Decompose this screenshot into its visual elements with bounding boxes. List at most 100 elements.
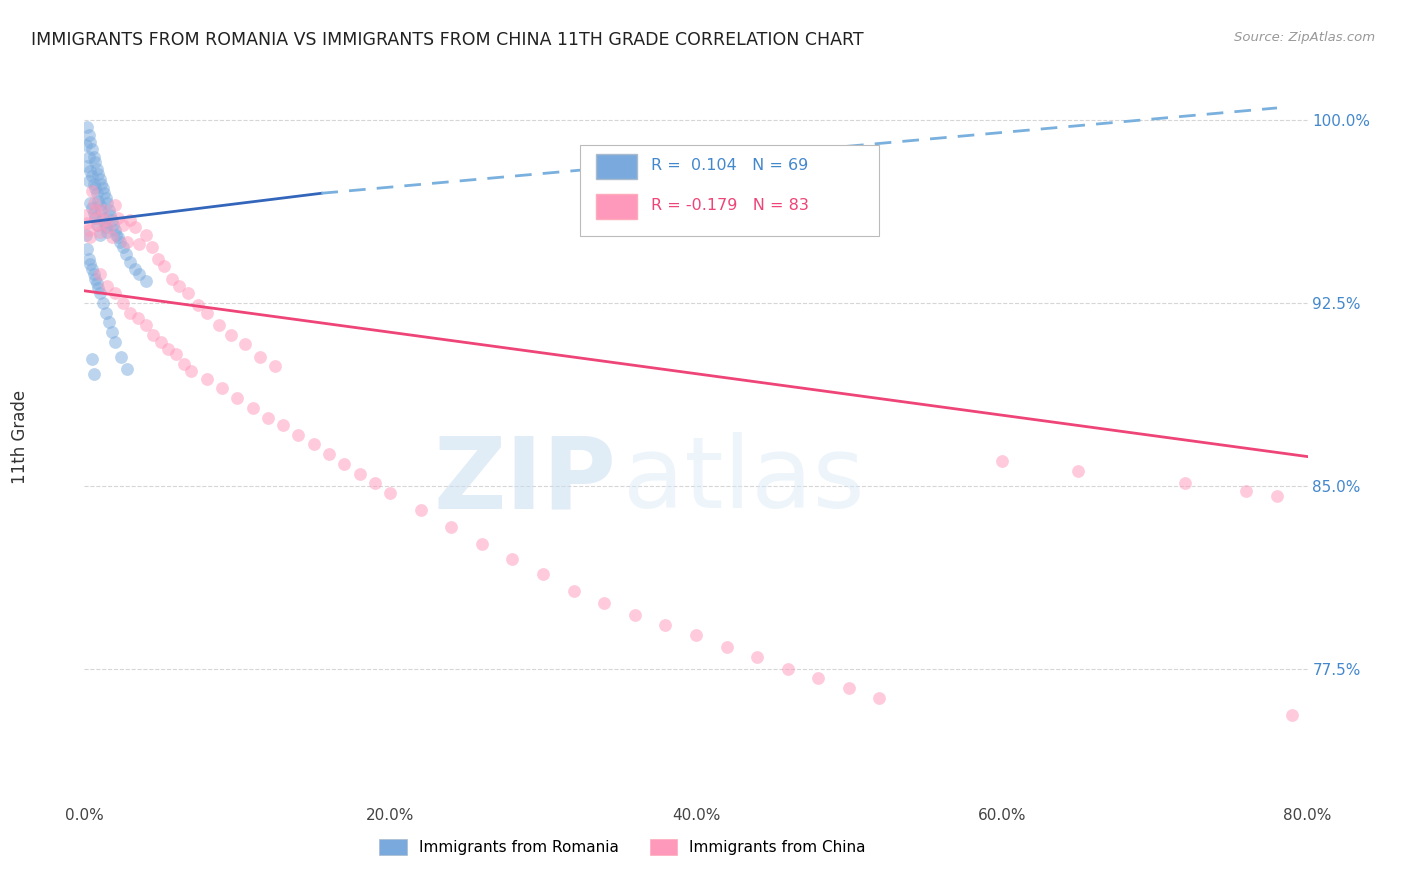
- Point: [94, 191, 117, 205]
- FancyBboxPatch shape: [596, 154, 637, 179]
- Point: [89, 286, 111, 301]
- Point: [104, 334, 127, 349]
- Point: [1067, 464, 1090, 478]
- Point: [76, 120, 98, 135]
- Point: [79, 135, 101, 149]
- Point: [94, 213, 117, 227]
- Legend: Immigrants from Romania, Immigrants from China: Immigrants from Romania, Immigrants from…: [373, 833, 872, 861]
- Point: [208, 318, 231, 332]
- Point: [86, 186, 108, 201]
- Point: [104, 198, 127, 212]
- Point: [80, 201, 103, 215]
- Point: [141, 240, 163, 254]
- Point: [79, 164, 101, 178]
- Point: [86, 211, 108, 225]
- Point: [502, 552, 524, 566]
- Point: [75, 227, 97, 242]
- Point: [124, 261, 146, 276]
- Y-axis label: 11th Grade: 11th Grade: [11, 390, 28, 484]
- Point: [127, 310, 149, 325]
- Point: [991, 454, 1014, 468]
- Point: [685, 627, 707, 641]
- Point: [89, 227, 111, 242]
- Point: [149, 334, 172, 349]
- Point: [160, 271, 183, 285]
- Point: [124, 220, 146, 235]
- Point: [128, 267, 150, 281]
- Point: [80, 184, 103, 198]
- Point: [103, 218, 125, 232]
- Point: [257, 410, 280, 425]
- Point: [195, 306, 218, 320]
- Point: [75, 208, 97, 222]
- Point: [90, 177, 112, 191]
- Point: [107, 211, 129, 225]
- Point: [91, 296, 114, 310]
- Point: [142, 327, 165, 342]
- Point: [76, 160, 98, 174]
- Point: [83, 196, 105, 211]
- Point: [94, 220, 117, 235]
- Point: [80, 352, 103, 367]
- Point: [89, 267, 111, 281]
- Point: [77, 128, 100, 142]
- Point: [226, 391, 249, 405]
- Point: [180, 364, 202, 378]
- Point: [249, 350, 271, 364]
- Point: [77, 150, 100, 164]
- Point: [80, 169, 103, 184]
- Point: [120, 254, 142, 268]
- Point: [79, 257, 101, 271]
- Point: [84, 181, 107, 195]
- Point: [1281, 708, 1303, 723]
- Point: [96, 225, 118, 239]
- Point: [1174, 476, 1197, 491]
- Point: [89, 225, 111, 239]
- Point: [97, 203, 120, 218]
- Point: [287, 427, 309, 442]
- Point: [120, 213, 142, 227]
- Point: [271, 417, 294, 432]
- Text: Source: ZipAtlas.com: Source: ZipAtlas.com: [1234, 31, 1375, 45]
- Point: [86, 218, 108, 232]
- Point: [97, 316, 120, 330]
- Point: [79, 230, 101, 244]
- Point: [624, 608, 647, 623]
- Point: [105, 227, 128, 242]
- Point: [76, 215, 98, 229]
- Point: [93, 186, 115, 201]
- Point: [716, 640, 738, 654]
- Point: [75, 137, 97, 152]
- Point: [89, 171, 111, 186]
- Point: [364, 476, 387, 491]
- Point: [440, 520, 463, 534]
- Point: [153, 260, 176, 274]
- Point: [101, 213, 124, 227]
- Point: [91, 181, 114, 195]
- Point: [87, 281, 110, 295]
- Point: [80, 261, 103, 276]
- Text: R =  0.104   N = 69: R = 0.104 N = 69: [651, 158, 808, 173]
- Point: [91, 203, 114, 218]
- Point: [97, 220, 120, 235]
- Point: [111, 218, 134, 232]
- Point: [86, 277, 108, 291]
- Point: [776, 662, 799, 676]
- Point: [87, 167, 110, 181]
- Point: [654, 617, 676, 632]
- Text: R = -0.179   N = 83: R = -0.179 N = 83: [651, 198, 808, 213]
- Point: [157, 343, 180, 357]
- Point: [93, 215, 115, 229]
- Point: [77, 252, 100, 266]
- Point: [195, 371, 218, 385]
- Point: [233, 337, 256, 351]
- Point: [89, 198, 111, 212]
- Point: [108, 235, 131, 249]
- Point: [84, 271, 107, 285]
- Point: [84, 154, 107, 169]
- Point: [167, 279, 190, 293]
- Point: [349, 467, 371, 481]
- Point: [77, 174, 100, 188]
- Point: [84, 211, 107, 225]
- Point: [1265, 489, 1288, 503]
